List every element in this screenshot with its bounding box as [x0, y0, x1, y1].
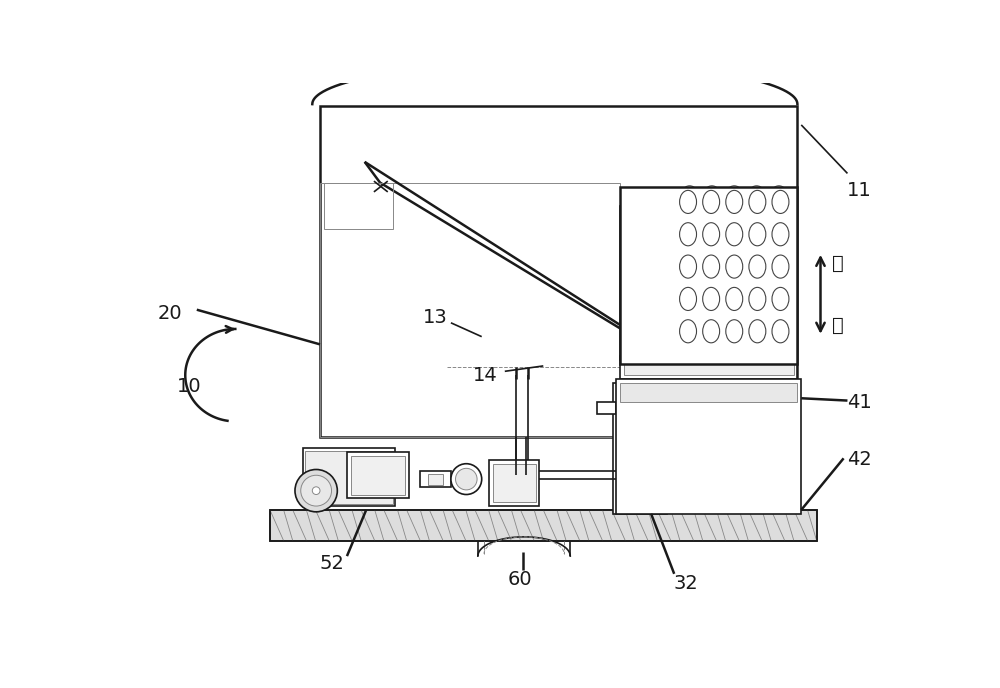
Ellipse shape	[725, 252, 744, 277]
Ellipse shape	[703, 223, 720, 246]
Bar	[493, 464, 536, 502]
Ellipse shape	[770, 285, 788, 310]
Ellipse shape	[726, 223, 743, 246]
Bar	[351, 456, 405, 495]
Ellipse shape	[703, 318, 721, 343]
Bar	[347, 452, 409, 498]
Bar	[682, 464, 713, 491]
Text: 14: 14	[473, 365, 498, 385]
Text: 60: 60	[508, 570, 533, 589]
Ellipse shape	[747, 285, 766, 310]
Ellipse shape	[680, 252, 699, 277]
Bar	[320, 182, 620, 437]
Bar	[597, 402, 616, 413]
Text: 上: 上	[832, 254, 844, 273]
Bar	[620, 456, 682, 498]
Bar	[320, 106, 797, 437]
Ellipse shape	[747, 252, 766, 277]
Bar	[620, 206, 797, 360]
Bar	[303, 449, 395, 506]
Ellipse shape	[749, 288, 766, 310]
Bar	[624, 360, 794, 375]
Ellipse shape	[703, 255, 720, 278]
Bar	[305, 451, 393, 504]
Text: 32: 32	[673, 574, 698, 592]
Ellipse shape	[703, 320, 720, 343]
Ellipse shape	[770, 219, 788, 244]
Ellipse shape	[726, 191, 743, 213]
Ellipse shape	[749, 320, 766, 343]
Bar	[420, 471, 451, 487]
Bar	[270, 510, 817, 541]
Ellipse shape	[747, 318, 766, 343]
Ellipse shape	[621, 464, 650, 494]
Ellipse shape	[726, 320, 743, 343]
Ellipse shape	[703, 191, 720, 213]
Ellipse shape	[772, 191, 789, 213]
Bar	[628, 217, 790, 333]
Ellipse shape	[680, 320, 697, 343]
Ellipse shape	[772, 288, 789, 310]
Ellipse shape	[725, 186, 744, 211]
Bar	[620, 383, 797, 402]
Ellipse shape	[680, 219, 699, 244]
Text: 41: 41	[847, 393, 871, 411]
Ellipse shape	[726, 255, 743, 278]
Bar	[270, 510, 817, 541]
Text: 11: 11	[847, 181, 871, 200]
Ellipse shape	[747, 219, 766, 244]
Ellipse shape	[680, 186, 699, 211]
Bar	[632, 310, 670, 336]
Ellipse shape	[703, 186, 721, 211]
Bar	[616, 379, 801, 514]
Ellipse shape	[749, 191, 766, 213]
Ellipse shape	[770, 186, 788, 211]
Bar	[616, 387, 663, 510]
Ellipse shape	[725, 285, 744, 310]
Bar	[616, 452, 686, 502]
Ellipse shape	[680, 255, 697, 278]
Bar	[620, 356, 797, 379]
Text: 10: 10	[177, 377, 201, 396]
Ellipse shape	[770, 318, 788, 343]
Ellipse shape	[680, 191, 697, 213]
Bar	[620, 186, 797, 364]
Bar	[489, 460, 539, 506]
Ellipse shape	[772, 223, 789, 246]
Text: 下: 下	[832, 316, 844, 334]
Ellipse shape	[703, 252, 721, 277]
Ellipse shape	[726, 288, 743, 310]
Ellipse shape	[451, 464, 482, 495]
Ellipse shape	[295, 469, 337, 512]
Text: 42: 42	[847, 451, 871, 469]
Bar	[714, 466, 733, 477]
Ellipse shape	[680, 318, 699, 343]
Ellipse shape	[749, 255, 766, 278]
Ellipse shape	[725, 318, 744, 343]
Ellipse shape	[772, 320, 789, 343]
Ellipse shape	[725, 219, 744, 244]
Ellipse shape	[770, 252, 788, 277]
Ellipse shape	[703, 285, 721, 310]
Ellipse shape	[747, 186, 766, 211]
Text: 20: 20	[158, 304, 182, 323]
Ellipse shape	[456, 469, 477, 490]
Ellipse shape	[703, 288, 720, 310]
Bar	[324, 182, 393, 229]
Ellipse shape	[772, 255, 789, 278]
Text: 13: 13	[423, 308, 448, 327]
Bar	[428, 474, 443, 484]
Ellipse shape	[703, 219, 721, 244]
Bar	[613, 383, 667, 514]
Ellipse shape	[680, 288, 697, 310]
Ellipse shape	[680, 285, 699, 310]
Ellipse shape	[312, 487, 320, 495]
Ellipse shape	[749, 223, 766, 246]
Ellipse shape	[301, 475, 332, 506]
Text: 52: 52	[319, 555, 344, 573]
Ellipse shape	[680, 223, 697, 246]
